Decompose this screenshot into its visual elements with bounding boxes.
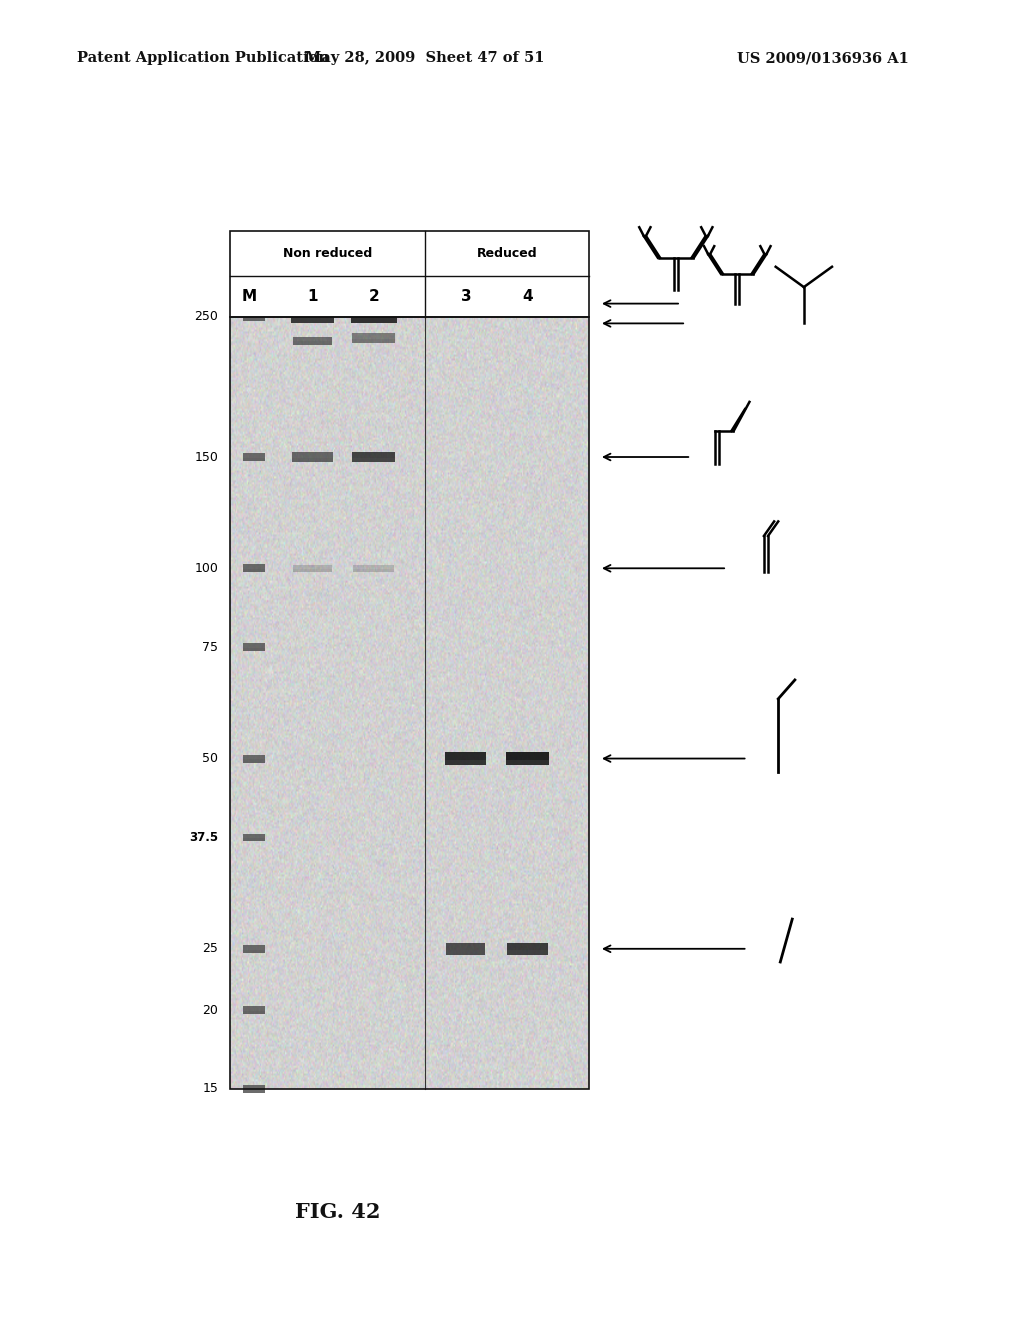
Bar — [243, 1011, 265, 1014]
Bar — [243, 759, 265, 763]
Bar — [350, 310, 396, 323]
Bar — [446, 950, 485, 954]
Text: 3: 3 — [461, 289, 471, 304]
Bar — [292, 453, 333, 462]
Text: FIG. 42: FIG. 42 — [295, 1201, 381, 1222]
Bar — [352, 333, 395, 342]
Bar — [352, 339, 395, 342]
Bar — [291, 310, 334, 322]
Text: Patent Application Publication: Patent Application Publication — [77, 51, 329, 65]
Text: Reduced: Reduced — [476, 247, 538, 260]
Bar — [293, 342, 332, 345]
Bar — [243, 313, 265, 321]
Bar — [243, 949, 265, 953]
Bar — [445, 752, 486, 766]
Text: 25: 25 — [202, 942, 218, 956]
Bar — [243, 755, 265, 763]
Bar — [506, 760, 549, 766]
Text: 250: 250 — [195, 310, 218, 323]
Text: 50: 50 — [202, 752, 218, 766]
Bar — [243, 945, 265, 953]
Bar — [243, 565, 265, 573]
Bar — [243, 838, 265, 841]
Bar — [353, 569, 394, 572]
Bar — [293, 565, 332, 572]
Text: 100: 100 — [195, 562, 218, 574]
Bar — [243, 1090, 265, 1093]
Bar — [445, 760, 486, 766]
Text: Non reduced: Non reduced — [283, 247, 373, 260]
Bar — [243, 833, 265, 841]
Bar — [507, 942, 548, 954]
Bar — [446, 942, 485, 954]
Text: 20: 20 — [202, 1003, 218, 1016]
Bar — [243, 569, 265, 573]
Text: M: M — [242, 289, 256, 304]
Bar — [243, 648, 265, 651]
Bar — [293, 569, 332, 572]
Text: 15: 15 — [202, 1082, 218, 1096]
Text: 4: 4 — [522, 289, 532, 304]
Bar — [291, 318, 334, 322]
Text: 150: 150 — [195, 450, 218, 463]
Bar — [293, 337, 332, 345]
Bar — [230, 317, 589, 1089]
Text: May 28, 2009  Sheet 47 of 51: May 28, 2009 Sheet 47 of 51 — [305, 51, 545, 65]
Bar — [243, 453, 265, 461]
Text: 75: 75 — [202, 640, 218, 653]
Bar — [352, 458, 395, 462]
Bar — [507, 950, 548, 954]
Bar — [230, 231, 589, 317]
Bar — [353, 565, 394, 572]
Bar — [292, 458, 333, 462]
Text: 37.5: 37.5 — [189, 832, 218, 843]
Bar — [506, 752, 549, 766]
Bar — [350, 318, 396, 323]
Bar — [243, 318, 265, 321]
Bar — [243, 1085, 265, 1093]
Bar — [243, 643, 265, 651]
Text: 1: 1 — [307, 289, 317, 304]
Text: 2: 2 — [369, 289, 379, 304]
Text: US 2009/0136936 A1: US 2009/0136936 A1 — [737, 51, 909, 65]
Bar — [243, 1006, 265, 1014]
Bar — [352, 451, 395, 462]
Bar — [243, 458, 265, 461]
